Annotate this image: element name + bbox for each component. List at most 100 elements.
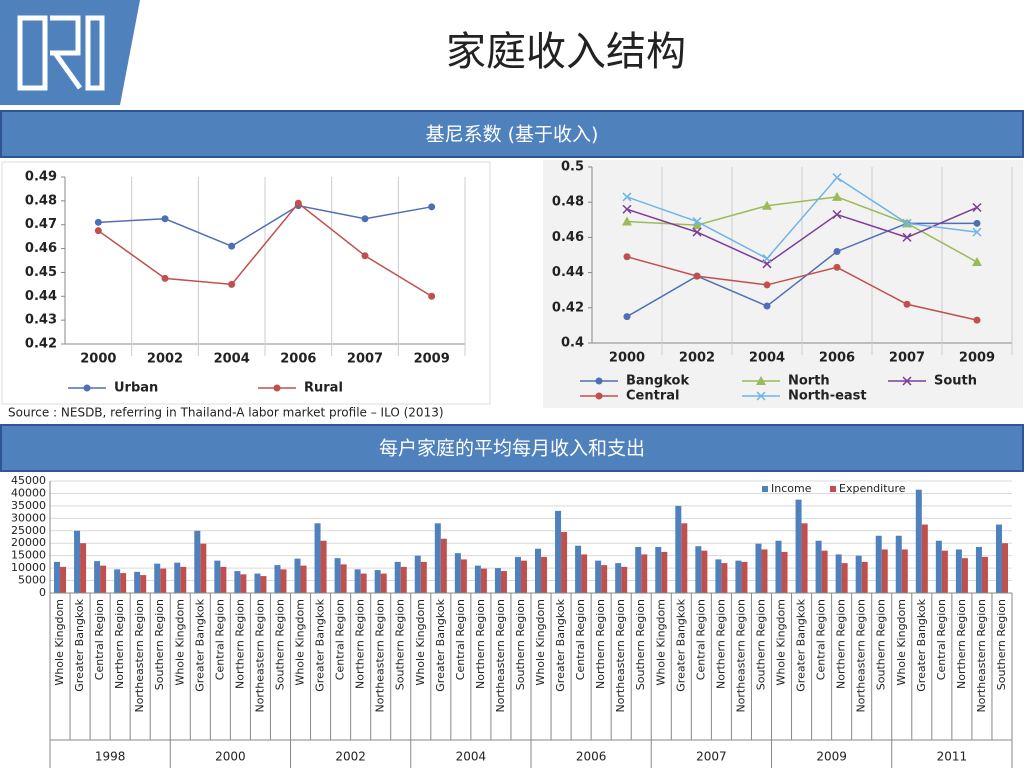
bar (921, 524, 928, 593)
marker (428, 292, 436, 300)
marker (595, 392, 603, 400)
x-tick-label: 2006 (280, 352, 316, 367)
bar (541, 556, 548, 593)
marker (763, 302, 771, 310)
bar (841, 563, 848, 593)
bar (434, 523, 441, 593)
x-tick-label: Northern Region (955, 599, 968, 689)
x-tick-label: Greater Bangkok (674, 598, 687, 691)
marker (622, 204, 632, 214)
y-tick-label: 0.42 (25, 337, 57, 352)
series-line (626, 206, 978, 265)
bar (681, 523, 688, 593)
marker (623, 253, 631, 261)
marker (903, 300, 911, 308)
bar (961, 558, 968, 593)
x-tick-label: 2002 (679, 351, 715, 366)
x-tick-label: 2009 (414, 352, 450, 367)
y-tick-label: 0.48 (25, 193, 57, 208)
x-tick-label: Whole Kingdom (895, 599, 908, 686)
x-tick-label: Southern Region (634, 599, 647, 690)
x-tick-label: Greater Bangkok (434, 598, 447, 691)
x-tick-label: Southern Region (995, 599, 1008, 690)
marker (762, 200, 772, 210)
x-tick-label: Central Region (694, 599, 707, 680)
banner (0, 110, 1024, 158)
x-tick-label: Northeastern Region (855, 599, 868, 713)
bar (875, 535, 882, 593)
group-label: 2011 (937, 750, 968, 764)
x-tick-label: 2007 (889, 351, 925, 366)
x-tick-label: Greater Bangkok (193, 598, 206, 691)
marker (692, 217, 702, 227)
marker (595, 377, 603, 385)
marker (832, 191, 842, 201)
bar (120, 573, 127, 593)
y-tick-label: 0.46 (552, 230, 584, 245)
bar (741, 561, 748, 593)
marker (692, 220, 702, 230)
banner (0, 424, 1024, 472)
bar (695, 546, 702, 593)
bar (454, 553, 461, 593)
marker (228, 242, 236, 250)
bar (520, 560, 527, 593)
group-label: 1998 (95, 750, 126, 764)
bar (480, 568, 487, 593)
y-tick-label: 0 (39, 586, 46, 599)
bar (74, 530, 81, 593)
bar (621, 566, 628, 593)
x-tick-label: Northeastern Region (374, 599, 387, 713)
banner-text: 每户家庭的平均每月收入和支出 (379, 438, 645, 460)
bar (755, 543, 762, 593)
group-label: 2000 (215, 750, 246, 764)
marker (161, 274, 169, 282)
bar (340, 564, 347, 593)
y-tick-label: 0.43 (25, 313, 57, 328)
y-tick-label: 0.45 (25, 265, 57, 280)
marker (693, 272, 701, 280)
bar (420, 561, 427, 593)
x-tick-label: Greater Bangkok (915, 598, 928, 691)
bar (220, 566, 227, 593)
slide-title: 家庭收入结构 (446, 29, 686, 75)
series-line (626, 196, 978, 263)
x-tick-label: Northeastern Region (494, 599, 507, 713)
bar (881, 549, 888, 593)
marker (94, 227, 102, 235)
x-tick-label: Whole Kingdom (534, 599, 547, 686)
bar (374, 570, 381, 593)
bar (981, 556, 988, 593)
x-tick-label: Northeastern Region (253, 599, 266, 713)
bar (440, 538, 447, 593)
bar (821, 550, 828, 593)
chart-panel (1, 161, 491, 405)
bar (761, 549, 768, 593)
legend-label: Expenditure (839, 482, 906, 495)
x-tick-label: Southern Region (875, 599, 888, 690)
bar (280, 569, 287, 593)
bar (955, 549, 962, 593)
bar (54, 561, 61, 593)
bar (655, 546, 662, 593)
bar (975, 546, 982, 593)
bar (675, 505, 682, 593)
x-tick-label: Northeastern Region (975, 599, 988, 713)
bar (835, 554, 842, 593)
bar (895, 535, 902, 593)
marker (973, 219, 981, 227)
series-line (626, 256, 978, 321)
x-tick-label: Central Region (815, 599, 828, 680)
bar (400, 566, 407, 593)
bar (575, 545, 582, 593)
marker (294, 199, 302, 207)
x-tick-label: 2009 (959, 351, 995, 366)
x-tick-label: Northeastern Region (734, 599, 747, 713)
logo (17, 15, 105, 91)
bar (601, 565, 608, 593)
x-tick-label: Central Region (93, 599, 106, 680)
bar (200, 543, 207, 593)
marker (361, 252, 369, 260)
bar (615, 563, 622, 593)
bar (795, 499, 802, 593)
